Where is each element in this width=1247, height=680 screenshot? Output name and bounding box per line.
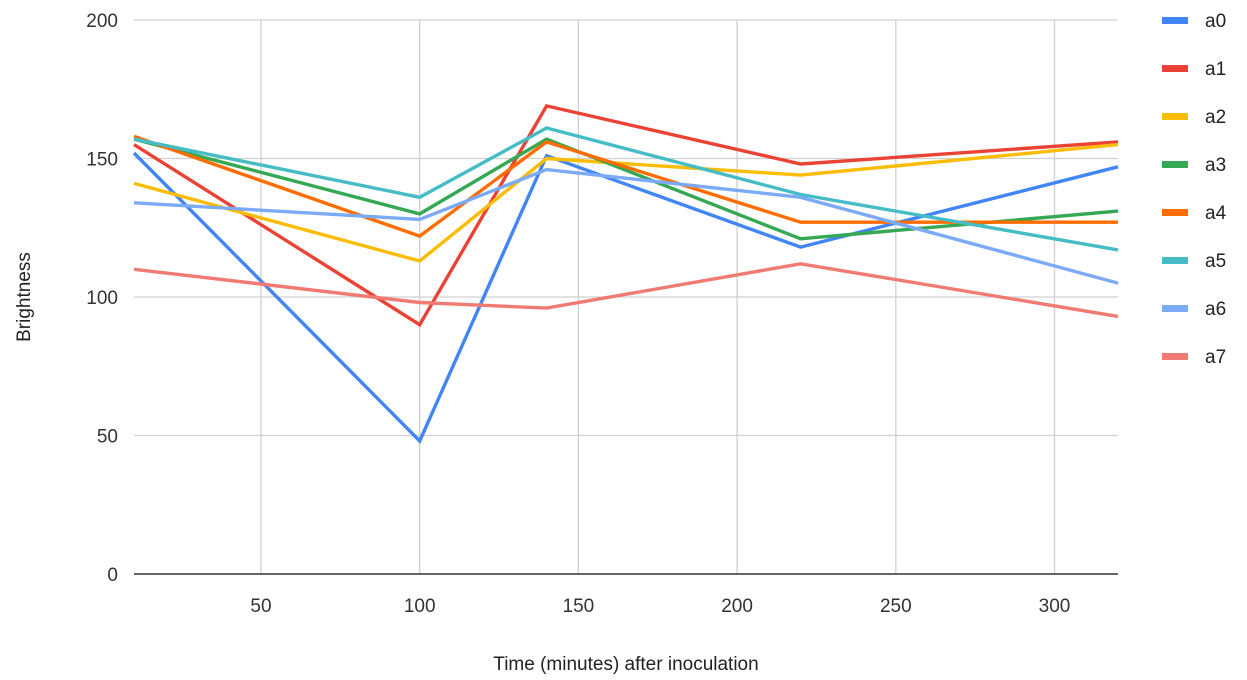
legend-swatch-a6 [1162,305,1188,312]
legend-label-a7: a7 [1205,347,1226,368]
series-lines [132,103,1119,444]
legend-swatch-a1 [1162,65,1188,72]
legend-label-a3: a3 [1205,155,1226,176]
series-line-a2 [133,142,1119,263]
legend-label-a6: a6 [1205,299,1226,320]
x-tick-label: 250 [880,596,912,617]
series-line-a0 [132,151,1119,444]
legend: a0 a1 a2 a3 a4 a5 a6 a7 [1162,11,1227,368]
series-line-a1 [133,103,1119,328]
series-line-a4 [133,134,1118,239]
series-line-a5 [133,126,1119,252]
x-tick-label: 50 [250,596,271,617]
series-line-a7 [133,262,1119,319]
legend-swatch-a2 [1162,113,1188,120]
legend-swatch-a4 [1162,209,1188,216]
legend-swatch-a3 [1162,161,1188,168]
y-tick-label: 100 [86,288,118,309]
y-tick-label: 200 [86,11,118,32]
legend-label-a5: a5 [1205,251,1226,272]
y-tick-label: 0 [107,565,118,586]
y-axis-title: Brightness [14,252,35,342]
x-tick-label: 100 [404,596,436,617]
legend-label-a2: a2 [1205,107,1226,128]
legend-swatch-a5 [1162,257,1188,264]
x-axis-title: Time (minutes) after inoculation [493,654,758,675]
x-tick-label: 300 [1039,596,1071,617]
x-tick-label: 150 [563,596,595,617]
legend-swatch-a7 [1162,353,1188,360]
y-tick-label: 150 [86,150,118,171]
legend-label-a0: a0 [1205,11,1226,32]
legend-swatch-a0 [1162,17,1188,24]
axis-ticks: 0 50 100 150 200 50 100 150 200 250 300 [86,11,1070,617]
legend-label-a1: a1 [1205,59,1226,80]
y-tick-label: 50 [97,427,118,448]
series-line-a6 [133,167,1119,285]
grid [134,19,1118,574]
x-tick-label: 200 [721,596,753,617]
legend-label-a4: a4 [1205,203,1227,224]
series-line-a3 [133,137,1119,241]
